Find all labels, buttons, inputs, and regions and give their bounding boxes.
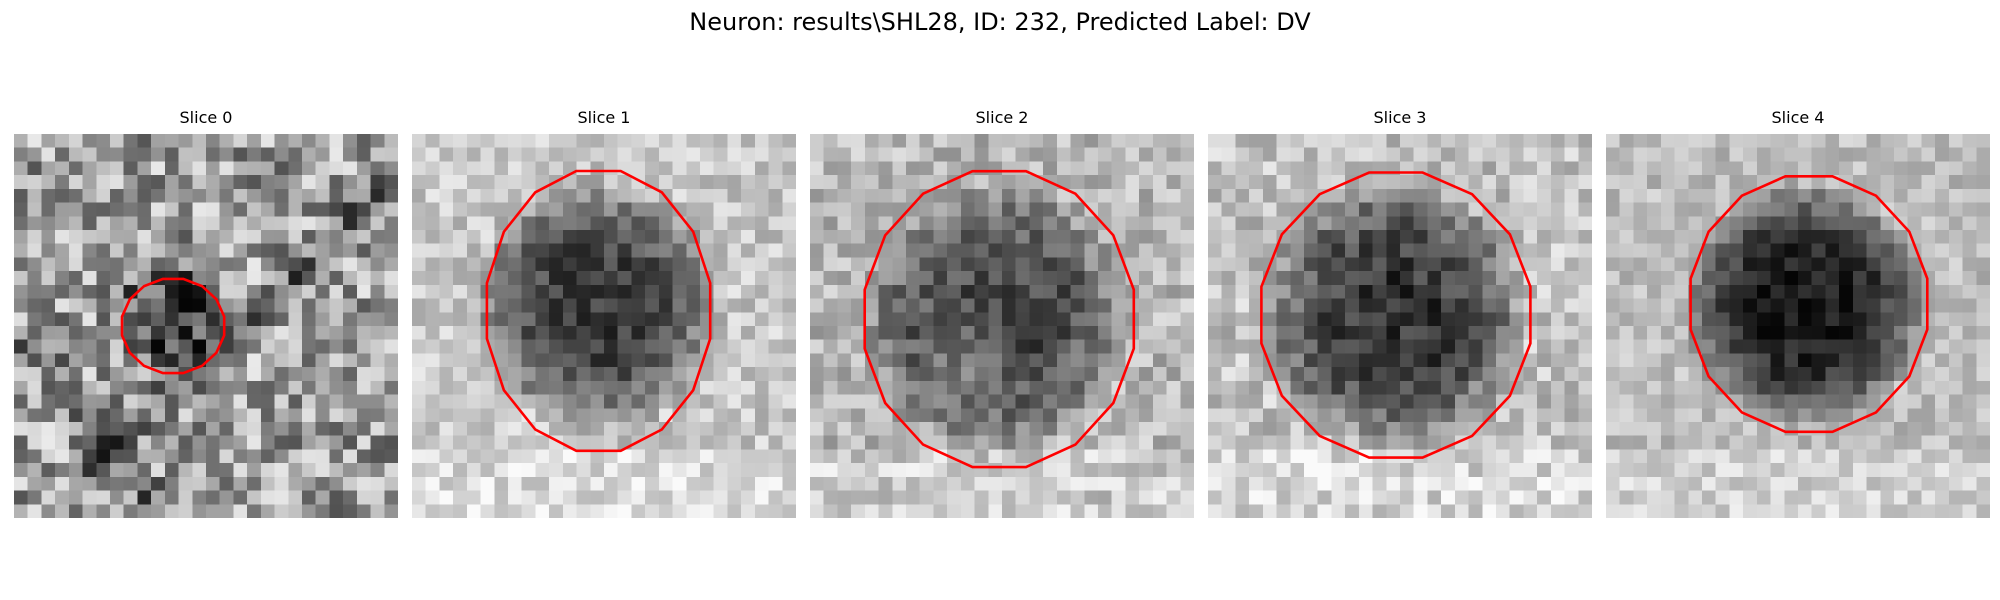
slice-title: Slice 4 [1771,108,1825,127]
slice-panel-1: Slice 1 [412,108,796,518]
pixel-grid [412,134,796,518]
slice-image [412,134,796,518]
slice-title: Slice 1 [577,108,631,127]
slice-image [14,134,398,518]
slice-panel-4: Slice 4 [1606,108,1990,518]
slice-panel-3: Slice 3 [1208,108,1592,518]
slice-title: Slice 2 [975,108,1029,127]
slice-image [1208,134,1592,518]
slice-panel-0: Slice 0 [14,108,398,518]
pixel-grid [810,134,1194,518]
segmentation-contour [120,277,226,375]
slice-panel-2: Slice 2 [810,108,1194,518]
segmentation-contour [485,169,712,453]
pixel-grid [1208,134,1592,518]
pixel-grid [14,134,398,518]
slice-title: Slice 3 [1373,108,1427,127]
slice-title: Slice 0 [179,108,233,127]
pixel-grid [1606,134,1990,518]
segmentation-contour [1689,174,1929,434]
segmentation-contour [863,169,1136,469]
figure-title: Neuron: results\SHL28, ID: 232, Predicte… [689,8,1311,36]
segmentation-contour [1260,171,1532,459]
slice-image [810,134,1194,518]
slice-image [1606,134,1990,518]
